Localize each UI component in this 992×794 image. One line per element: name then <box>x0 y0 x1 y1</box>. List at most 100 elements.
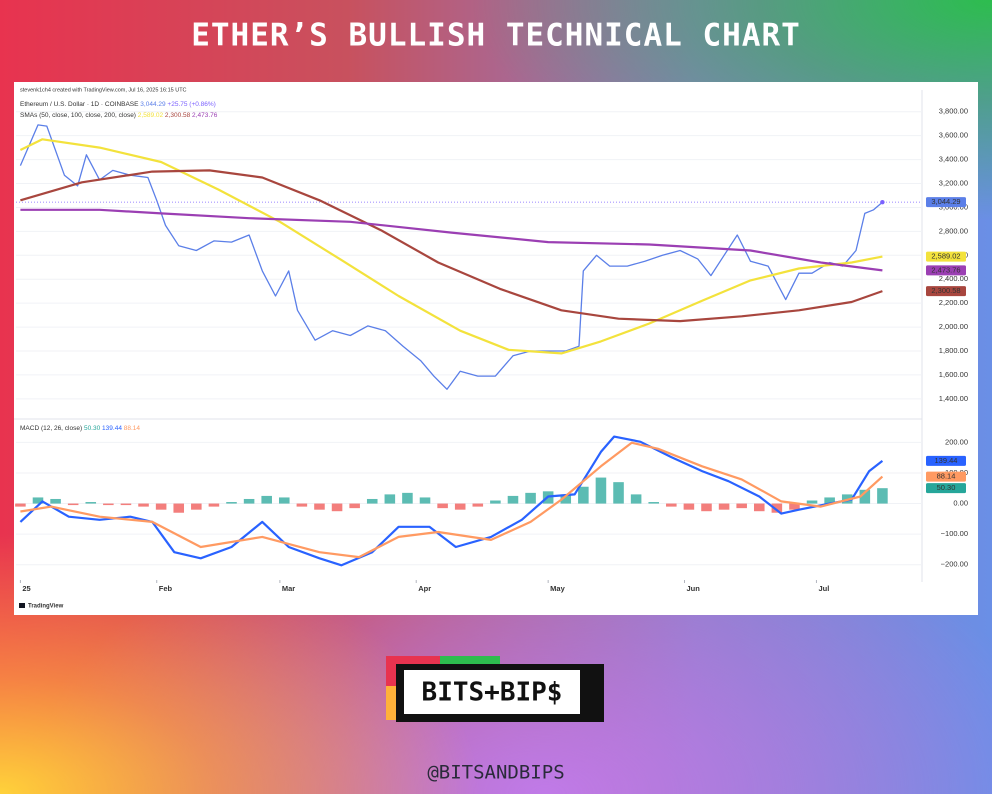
histogram-bar <box>490 500 501 504</box>
legend-value: 2,300.58 <box>165 112 191 119</box>
histogram-bar <box>349 503 360 509</box>
value-tag-label: 2,473.76 <box>931 265 960 274</box>
histogram-bar <box>173 503 185 513</box>
histogram-bar <box>701 503 712 512</box>
value-tag-label: 3,044.29 <box>931 197 960 206</box>
histogram-bar <box>67 503 79 506</box>
x-tick-label: Jun <box>687 584 701 593</box>
histogram-bar <box>560 494 572 504</box>
histogram-bar <box>437 503 448 509</box>
logo-text: BITS+BIP$ <box>422 678 563 708</box>
sma-legend: SMAs (50, close, 100, close, 200, close)… <box>20 112 218 119</box>
histogram-bar <box>419 497 431 504</box>
histogram-bar <box>103 503 114 506</box>
last-point <box>880 199 885 205</box>
value-tag-label: 2,300.58 <box>931 286 960 295</box>
histogram-bar <box>525 492 536 504</box>
histogram-bar <box>578 486 589 504</box>
symbol-title: Ethereum / U.S. Dollar · 1D · COINBASE <box>20 101 139 108</box>
x-tick-label: Feb <box>159 584 173 593</box>
brand-icon <box>19 603 25 608</box>
brand: TradingView <box>28 604 64 610</box>
histogram-bar <box>507 495 519 504</box>
credit: stevenk1ch4 created with TradingView.com… <box>20 87 187 93</box>
series-line <box>19 124 883 390</box>
histogram-bar <box>226 502 237 504</box>
y-tick-label: 2,800.00 <box>939 226 968 235</box>
value-tag <box>926 483 966 494</box>
series-line <box>20 169 883 323</box>
y-tick-label: 2,000.00 <box>939 322 968 331</box>
y-tick-label: 3,600.00 <box>939 131 968 140</box>
histogram-bar <box>32 497 44 504</box>
page-title: ETHER’S BULLISH TECHNICAL CHART <box>191 18 801 54</box>
histogram-bar <box>402 492 413 504</box>
value-tag-label: 88.14 <box>937 472 956 481</box>
histogram-bar <box>595 477 607 504</box>
value-tag <box>926 197 966 208</box>
y-tick-label: 3,200.00 <box>939 179 968 188</box>
y-tick-label: 1,400.00 <box>939 394 968 403</box>
histogram-bar <box>191 503 202 510</box>
histogram-bar <box>613 482 624 504</box>
histogram-bar <box>454 503 466 510</box>
series-line <box>20 441 884 559</box>
y-tick-label: −200.00 <box>941 560 968 569</box>
y-tick-label: −100.00 <box>941 529 968 538</box>
histogram-bar <box>366 498 378 504</box>
value-tag-label: 2,589.02 <box>931 252 960 261</box>
y-tick-label: 1,600.00 <box>939 370 968 379</box>
histogram-bar <box>472 503 484 507</box>
histogram-bar <box>261 495 272 504</box>
histogram-bar <box>824 497 835 504</box>
series-line <box>20 208 883 272</box>
legend-value: 139.44 <box>102 425 122 432</box>
sma-title: SMAs (50, close, 100, close, 200, close) <box>20 112 136 119</box>
macd-legend: MACD (12, 26, close) 50.30 139.44 88.14 <box>20 425 140 432</box>
price-legend: Ethereum / U.S. Dollar · 1D · COINBASE 3… <box>20 101 216 108</box>
histogram-bar <box>789 503 800 510</box>
price-change: +25.75 (+0.86%) <box>167 101 215 108</box>
histogram-bar <box>666 503 677 507</box>
legend-value: 88.14 <box>124 425 141 432</box>
histogram-bar <box>50 498 61 504</box>
value-tag-label: 50.30 <box>937 483 956 492</box>
y-tick-label: 0.00 <box>953 499 968 508</box>
y-tick-label: 2,200.00 <box>939 298 968 307</box>
histogram-bar <box>138 503 149 507</box>
histogram-bar <box>15 503 26 507</box>
legend-value: 50.30 <box>84 425 101 432</box>
x-tick-label: Apr <box>418 584 431 593</box>
histogram-bar <box>314 503 325 510</box>
histogram-bar <box>753 503 765 512</box>
logo-box <box>404 670 580 714</box>
histogram-bar <box>630 494 642 504</box>
series-line <box>19 138 883 355</box>
legend-value: 2,589.02 <box>138 112 164 119</box>
value-tag <box>926 471 966 482</box>
histogram-bar <box>648 502 659 504</box>
x-tick-label: 25 <box>22 584 30 593</box>
histogram-bar <box>331 503 343 512</box>
legend-value: 2,473.76 <box>192 112 218 119</box>
value-tag <box>926 286 966 297</box>
histogram-bar <box>279 497 290 504</box>
handle: @BITSANDBIPS <box>427 762 564 784</box>
histogram-bar <box>85 502 97 504</box>
value-tag <box>926 265 966 276</box>
logo: BITS+BIP$ <box>386 656 604 722</box>
y-tick-label: 3,400.00 <box>939 155 968 164</box>
x-tick-label: Jul <box>818 584 829 593</box>
histogram-bar <box>859 489 871 504</box>
histogram-bar <box>736 503 747 509</box>
y-tick-label: 3,800.00 <box>939 107 968 116</box>
macd-title: MACD (12, 26, close) <box>20 425 82 432</box>
histogram-bar <box>683 503 695 510</box>
histogram-bar <box>155 503 167 510</box>
x-tick-label: May <box>550 584 565 593</box>
y-tick-label: 1,800.00 <box>939 346 968 355</box>
legend-value: 3,044.29 <box>140 101 166 108</box>
x-tick-label: Mar <box>282 584 295 593</box>
